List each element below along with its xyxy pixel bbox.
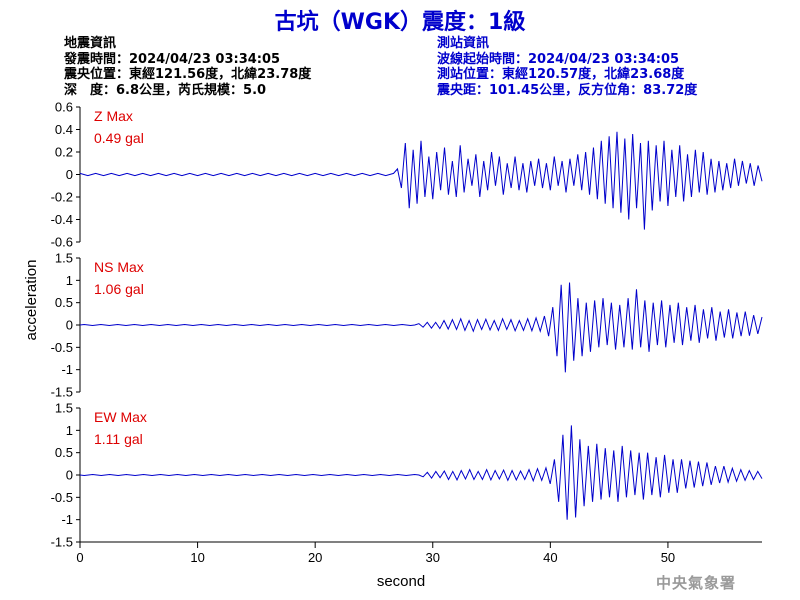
y-tick-label: 1 xyxy=(66,273,73,288)
quake-info-label: 發震時間： xyxy=(64,51,130,67)
station-info-block: 測站資訊 波線起始時間：2024/04/23 03:34:05 測站位置：東經1… xyxy=(437,36,697,98)
y-tick-label: 0 xyxy=(66,167,73,182)
series-line-ns xyxy=(79,282,763,373)
max-label-z: Z Max xyxy=(94,108,133,124)
quake-info-line: 發震時間：2024/04/23 03:34:05 xyxy=(64,52,311,68)
quake-info-value: 東經121.56度，北緯23.78度 xyxy=(129,67,312,82)
y-tick-label: 1.5 xyxy=(55,401,73,416)
y-tick-label: -1 xyxy=(61,512,73,527)
station-info-value: 2024/04/23 03:34:05 xyxy=(528,51,680,67)
quake-info-label: 深 度： xyxy=(64,82,117,98)
y-tick-label: -0.6 xyxy=(51,235,73,250)
x-axis-label: second xyxy=(377,573,425,590)
station-info-label: 震央距： xyxy=(437,82,490,98)
y-axis-label: acceleration xyxy=(23,260,40,341)
x-tick-label: 10 xyxy=(190,550,204,565)
x-tick-label: 50 xyxy=(661,550,675,565)
y-tick-label: 0.5 xyxy=(55,295,73,310)
x-tick-label: 40 xyxy=(543,550,557,565)
agency-name: 中央氣象署 xyxy=(656,574,737,592)
max-label-ew: EW Max xyxy=(94,409,147,425)
quake-info-label: 震央位置： xyxy=(64,67,130,82)
y-tick-label: 0 xyxy=(66,318,73,333)
quake-info-line: 震央位置：東經121.56度，北緯23.78度 xyxy=(64,67,311,83)
max-value-ns: 1.06 gal xyxy=(94,281,144,297)
y-tick-label: 0 xyxy=(66,468,73,483)
x-tick-label: 20 xyxy=(308,550,322,565)
max-value-ew: 1.11 gal xyxy=(94,431,143,447)
y-tick-label: -1.5 xyxy=(51,535,73,550)
station-info-value: 東經120.57度，北緯23.68度 xyxy=(502,67,685,82)
y-tick-label: 0.6 xyxy=(55,100,73,115)
quake-info-value: 6.8公里，芮氏規模：5.0 xyxy=(116,82,267,98)
series-line-ew xyxy=(79,425,763,520)
station-info-line: 測站位置：東經120.57度，北緯23.68度 xyxy=(437,67,697,83)
y-tick-label: -0.2 xyxy=(51,190,73,205)
quake-info-value: 2024/04/23 03:34:05 xyxy=(129,51,281,67)
station-info-label: 波線起始時間： xyxy=(437,51,529,67)
y-tick-label: 1 xyxy=(66,423,73,438)
y-tick-label: -0.4 xyxy=(51,212,73,227)
max-label-ns: NS Max xyxy=(94,259,144,275)
y-tick-label: 0.5 xyxy=(55,445,73,460)
station-info-line: 波線起始時間：2024/04/23 03:34:05 xyxy=(437,52,697,68)
y-tick-label: 0.2 xyxy=(55,145,73,160)
y-tick-label: -1 xyxy=(61,362,73,377)
y-tick-label: -0.5 xyxy=(51,340,73,355)
station-info-heading: 測站資訊 xyxy=(437,36,490,51)
page-title: 古坑（WGK）震度：1級 xyxy=(274,10,526,35)
station-info-label: 測站位置： xyxy=(437,67,503,82)
y-tick-label: 0.4 xyxy=(55,122,73,137)
y-tick-label: 1.5 xyxy=(55,251,73,266)
quake-info-line: 深 度：6.8公里，芮氏規模：5.0 xyxy=(64,83,311,99)
series-line-z xyxy=(79,131,763,230)
x-tick-label: 0 xyxy=(76,550,83,565)
station-info-line: 震央距：101.45公里，反方位角：83.72度 xyxy=(437,83,697,99)
max-value-z: 0.49 gal xyxy=(94,130,144,146)
y-tick-label: -0.5 xyxy=(51,490,73,505)
station-info-value: 101.45公里，反方位角：83.72度 xyxy=(489,82,698,98)
quake-info-block: 地震資訊 發震時間：2024/04/23 03:34:05 震央位置：東經121… xyxy=(64,36,311,98)
quake-info-heading: 地震資訊 xyxy=(64,36,117,51)
y-tick-label: -1.5 xyxy=(51,385,73,400)
x-tick-label: 30 xyxy=(426,550,440,565)
